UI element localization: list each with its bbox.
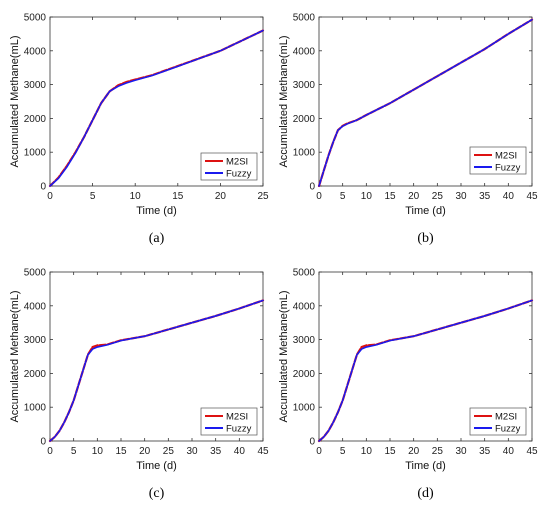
x-tick-label: 0 <box>316 191 322 202</box>
x-tick-label: 10 <box>92 446 104 457</box>
x-tick-label: 45 <box>257 446 269 457</box>
x-tick-label: 5 <box>340 446 346 457</box>
legend-box <box>200 407 258 436</box>
y-tick-label: 2000 <box>293 114 316 125</box>
y-tick-label: 5000 <box>293 268 316 279</box>
y-tick-label: 0 <box>40 437 46 448</box>
x-tick-label: 0 <box>316 446 322 457</box>
x-tick-label: 10 <box>361 191 373 202</box>
legend-label-fuzzy: Fuzzy <box>495 424 521 435</box>
panel-label: (d) <box>417 486 434 501</box>
panel-label: (c) <box>149 486 165 501</box>
x-tick-label: 5 <box>71 446 77 457</box>
x-tick-label: 40 <box>503 446 515 457</box>
y-tick-label: 1000 <box>293 148 316 159</box>
y-tick-label: 2000 <box>24 114 47 125</box>
y-tick-label: 1000 <box>24 403 47 414</box>
y-axis-label: Accumulated Methane(mL) <box>9 35 21 167</box>
x-axis-label: Time (d) <box>405 205 446 217</box>
y-tick-label: 3000 <box>293 80 316 91</box>
legend-box <box>469 407 527 436</box>
x-tick-label: 20 <box>408 446 420 457</box>
y-tick-label: 4000 <box>293 301 316 312</box>
y-tick-label: 5000 <box>293 13 316 24</box>
y-tick-label: 5000 <box>24 268 47 279</box>
x-tick-label: 35 <box>210 446 222 457</box>
x-tick-label: 40 <box>234 446 246 457</box>
x-tick-label: 45 <box>526 191 538 202</box>
x-tick-label: 25 <box>432 191 444 202</box>
chart-panel-b: 0 5 10 15 20 25 30 35 40 45 0 1000 2000 3000 4000 5000 T… <box>278 13 538 247</box>
x-tick-label: 25 <box>257 191 269 202</box>
x-tick-label: 30 <box>455 191 467 202</box>
x-tick-label: 30 <box>455 446 467 457</box>
x-tick-label: 45 <box>526 446 538 457</box>
x-tick-label: 0 <box>47 446 53 457</box>
x-tick-label: 20 <box>408 191 420 202</box>
y-axis-label: Accumulated Methane(mL) <box>278 290 290 422</box>
legend-label-fuzzy: Fuzzy <box>226 169 252 180</box>
x-tick-label: 25 <box>163 446 175 457</box>
x-tick-label: 15 <box>172 191 184 202</box>
y-tick-label: 4000 <box>293 46 316 57</box>
x-axis-label: Time (d) <box>136 205 177 217</box>
legend-label-m2si: M2SI <box>495 151 517 162</box>
legend-label-m2si: M2SI <box>226 157 248 168</box>
x-tick-label: 15 <box>384 191 396 202</box>
y-tick-label: 0 <box>309 182 315 193</box>
legend-box <box>469 146 527 175</box>
legend-box <box>200 152 258 181</box>
x-tick-label: 15 <box>384 446 396 457</box>
x-tick-label: 5 <box>90 191 96 202</box>
y-tick-label: 1000 <box>24 148 47 159</box>
chart-panel-a: 0 5 10 15 20 25 0 1000 2000 3000 4000 5000 Time (d) A… <box>9 13 269 247</box>
legend-label-fuzzy: Fuzzy <box>226 424 252 435</box>
x-tick-label: 20 <box>139 446 151 457</box>
x-tick-label: 35 <box>479 446 491 457</box>
x-tick-label: 20 <box>215 191 227 202</box>
x-tick-label: 10 <box>361 446 373 457</box>
y-axis-label: Accumulated Methane(mL) <box>9 290 21 422</box>
y-tick-label: 4000 <box>24 46 47 57</box>
chart-panel-c: 0 5 10 15 20 25 30 35 40 45 0 1000 2000 3000 4000 5000 T… <box>9 268 269 502</box>
y-tick-label: 3000 <box>293 335 316 346</box>
y-tick-label: 3000 <box>24 80 47 91</box>
y-axis-label: Accumulated Methane(mL) <box>278 35 290 167</box>
y-tick-label: 0 <box>309 437 315 448</box>
series-line-fuzzy <box>49 29 264 187</box>
series-line-fuzzy <box>318 18 533 187</box>
legend-label-m2si: M2SI <box>226 412 248 423</box>
x-tick-label: 25 <box>432 446 444 457</box>
x-tick-label: 5 <box>340 191 346 202</box>
y-tick-label: 0 <box>40 182 46 193</box>
panel-label: (b) <box>417 231 434 246</box>
x-tick-label: 15 <box>115 446 127 457</box>
legend-label-m2si: M2SI <box>495 412 517 423</box>
y-tick-label: 2000 <box>24 369 47 380</box>
series-line-fuzzy <box>318 299 533 442</box>
x-tick-label: 40 <box>503 191 515 202</box>
y-tick-label: 5000 <box>24 13 47 24</box>
x-axis-label: Time (d) <box>405 460 446 472</box>
series-line-fuzzy <box>49 299 264 442</box>
y-tick-label: 2000 <box>293 369 316 380</box>
x-tick-label: 0 <box>47 191 53 202</box>
y-tick-label: 1000 <box>293 403 316 414</box>
x-tick-label: 30 <box>186 446 198 457</box>
chart-panel-d: 0 5 10 15 20 25 30 35 40 45 0 1000 2000 3000 4000 5000 T… <box>278 268 538 502</box>
y-tick-label: 3000 <box>24 335 47 346</box>
x-tick-label: 35 <box>479 191 491 202</box>
legend-label-fuzzy: Fuzzy <box>495 163 521 174</box>
x-axis-label: Time (d) <box>136 460 177 472</box>
panel-label: (a) <box>149 231 165 246</box>
y-tick-label: 4000 <box>24 301 47 312</box>
x-tick-label: 10 <box>130 191 142 202</box>
